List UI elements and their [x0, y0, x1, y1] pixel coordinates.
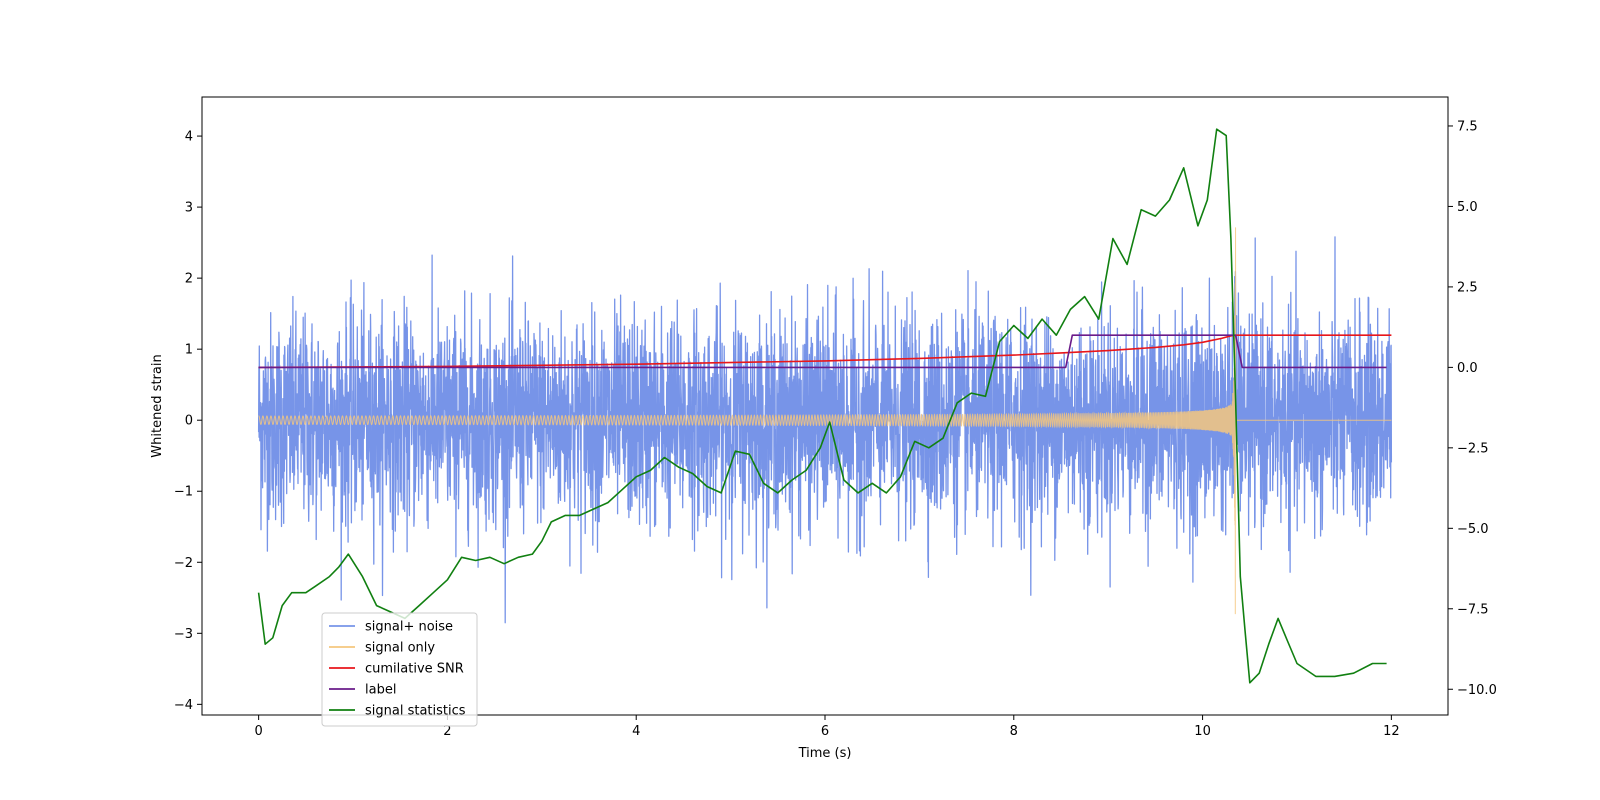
- x-tick-label: 4: [632, 724, 640, 739]
- x-tick-label: 6: [821, 724, 829, 739]
- legend-frame: [321, 612, 478, 727]
- y-axis-label: Whitened strain: [150, 354, 165, 457]
- legend-label-cumilative-snr: cumilative SNR: [365, 662, 464, 677]
- series-line-signal-statistics: [257, 128, 1387, 684]
- series-line-signal-only: [258, 227, 1392, 615]
- y2-tick-label: 2.5: [1457, 280, 1478, 295]
- y-tick-label: −4: [174, 698, 193, 713]
- y2-tick-label: 7.5: [1457, 119, 1478, 134]
- y-tick-label: 2: [185, 272, 193, 287]
- legend-label-signal-only: signal only: [365, 641, 435, 656]
- y-tick-label: 0: [185, 414, 193, 429]
- series-group: [257, 128, 1393, 684]
- x-tick-label: 2: [443, 724, 451, 739]
- x-tick-label: 8: [1010, 724, 1018, 739]
- y-tick-label: 3: [185, 201, 193, 216]
- y-tick-label: −3: [174, 627, 193, 642]
- y2-tick-label: −7.5: [1457, 602, 1489, 617]
- y-tick-label: −1: [174, 485, 193, 500]
- y2-tick-label: 5.0: [1457, 200, 1478, 215]
- axes: 0 2 4 6 8 10 12−4−3−2−101234−10.0−7.5−5.0−2.50…: [150, 96, 1497, 761]
- plot-area: [257, 128, 1393, 684]
- y-tick-label: 1: [185, 343, 193, 358]
- y2-tick-label: −2.5: [1457, 441, 1489, 456]
- y2-tick-label: −5.0: [1457, 522, 1489, 537]
- y2-tick-label: −10.0: [1457, 683, 1497, 698]
- y-tick-label: −2: [174, 556, 193, 571]
- y2-tick-label: 0.0: [1457, 361, 1478, 376]
- x-tick-label: 0: [254, 724, 262, 739]
- legend-label-signal-noise: signal+ noise: [365, 620, 453, 635]
- legend-label-label: label: [365, 683, 396, 698]
- legend-label-signal-statistics: signal statistics: [365, 704, 466, 719]
- y-tick-label: 4: [185, 130, 193, 145]
- series-line-signal-noise: [257, 236, 1393, 624]
- x-tick-label: 10: [1194, 724, 1211, 739]
- x-axis-label: Time (s): [798, 746, 852, 761]
- x-tick-label: 12: [1383, 724, 1400, 739]
- series-line-label: [258, 334, 1387, 369]
- legend: signal+ noise signal only cumilative SNR la…: [321, 612, 478, 727]
